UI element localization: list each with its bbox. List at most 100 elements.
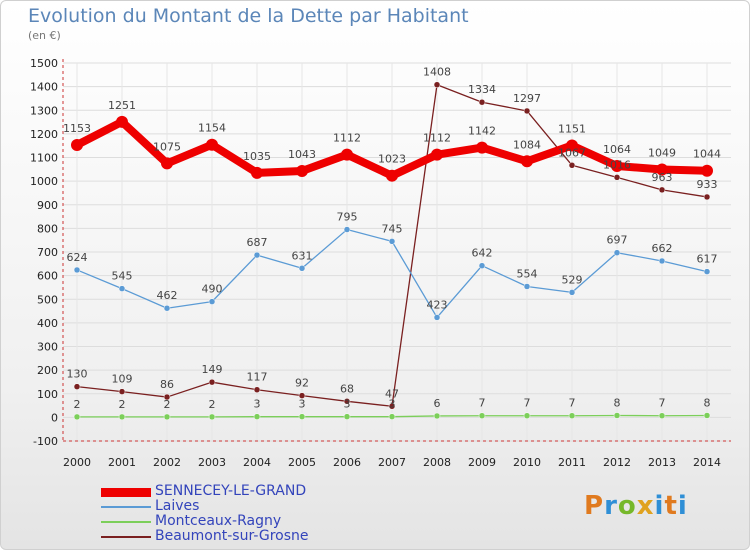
x-tick-label: 2013	[648, 456, 676, 469]
data-label: 554	[517, 267, 538, 280]
data-point	[476, 141, 488, 154]
data-point	[478, 412, 486, 419]
y-tick-label: 1000	[30, 175, 58, 188]
data-label: 7	[479, 397, 486, 410]
x-tick-label: 2011	[558, 456, 586, 469]
data-label: 1334	[468, 83, 496, 96]
data-point	[298, 265, 306, 272]
data-label: 149	[202, 363, 223, 376]
data-point	[478, 98, 486, 106]
data-label: 1064	[603, 143, 631, 156]
data-point	[251, 166, 263, 179]
data-point	[521, 155, 533, 168]
x-tick-label: 2004	[243, 456, 271, 469]
data-label: 3	[299, 398, 306, 411]
data-label: 545	[112, 270, 133, 283]
data-point	[658, 257, 666, 265]
legend-label: SENNECEY-LE-GRAND	[155, 483, 307, 499]
data-label: 490	[202, 283, 223, 296]
x-tick-label: 2003	[198, 456, 226, 469]
data-label: 687	[247, 236, 268, 249]
data-point	[253, 413, 261, 420]
y-tick-label: 1500	[30, 57, 58, 70]
data-label: 1084	[513, 138, 541, 151]
data-label: 1043	[288, 148, 316, 161]
data-point	[523, 107, 531, 115]
data-point	[208, 298, 216, 305]
y-tick-label: 800	[37, 222, 58, 235]
data-point	[656, 163, 668, 176]
y-tick-label: 200	[37, 364, 58, 377]
data-point	[71, 138, 83, 151]
x-tick-label: 2014	[693, 456, 721, 469]
data-label: 3	[254, 398, 261, 411]
data-label: 1297	[513, 92, 541, 105]
x-tick-label: 2002	[153, 456, 181, 469]
proxiti-logo: Proxiti	[584, 491, 688, 521]
data-point	[568, 412, 576, 419]
x-tick-label: 2007	[378, 456, 406, 469]
data-point	[388, 413, 396, 420]
data-point	[433, 81, 441, 88]
y-tick-label: 900	[37, 199, 58, 212]
legend-swatch	[101, 506, 151, 508]
data-point	[523, 412, 531, 419]
data-point	[388, 403, 396, 410]
data-label: 7	[524, 397, 531, 410]
data-label: 1151	[558, 122, 586, 135]
data-label: 1112	[423, 132, 451, 145]
data-point	[253, 386, 261, 393]
x-tick-label: 2009	[468, 456, 496, 469]
y-tick-label: 1400	[30, 81, 58, 94]
data-label: 1112	[333, 132, 361, 145]
data-point	[343, 226, 351, 233]
chart-unit: (en €)	[28, 29, 61, 42]
data-point	[613, 412, 621, 419]
data-point	[343, 398, 351, 405]
data-label: 1049	[648, 147, 676, 160]
data-point	[523, 283, 531, 290]
data-label: 117	[247, 371, 268, 384]
data-label: 7	[569, 397, 576, 410]
data-point	[118, 388, 126, 395]
data-label: 1154	[198, 122, 226, 135]
data-point	[343, 413, 351, 420]
data-label: 47	[385, 387, 399, 400]
data-point	[73, 413, 81, 421]
data-point	[613, 174, 621, 181]
data-point	[73, 266, 81, 274]
grid	[63, 62, 731, 442]
data-point	[611, 160, 623, 173]
data-label: 662	[652, 242, 673, 255]
y-tick-label: 100	[37, 388, 58, 401]
data-point	[116, 115, 128, 128]
x-axis-ticks: 2000 2001 2002 2003 2004 2005 2006 2007 2008 2009…	[63, 456, 721, 469]
data-point	[703, 193, 711, 201]
data-label: 1016	[603, 158, 631, 171]
data-point	[208, 413, 216, 421]
chart-title: Evolution du Montant de la Dette par Hab…	[28, 5, 469, 27]
data-label: 1251	[108, 99, 136, 112]
data-label: 1023	[378, 153, 406, 166]
data-point	[386, 169, 398, 182]
data-label: 3	[344, 398, 351, 411]
data-label: 631	[292, 249, 313, 262]
data-label: 624	[67, 251, 88, 264]
x-tick-label: 2005	[288, 456, 316, 469]
data-label: 92	[295, 377, 309, 390]
y-tick-label: 300	[37, 341, 58, 354]
axes	[62, 59, 731, 442]
series-lines	[71, 81, 713, 421]
data-label: 1067	[558, 146, 586, 159]
y-tick-label: 0	[51, 411, 58, 424]
data-point	[206, 138, 218, 151]
data-label: 2	[209, 398, 216, 411]
data-point	[566, 139, 578, 152]
data-label: 963	[652, 171, 673, 184]
legend-label: Beaumont-sur-Grosne	[155, 528, 309, 544]
data-label: 423	[427, 298, 448, 311]
data-point	[478, 262, 486, 269]
data-label: 86	[160, 378, 174, 391]
